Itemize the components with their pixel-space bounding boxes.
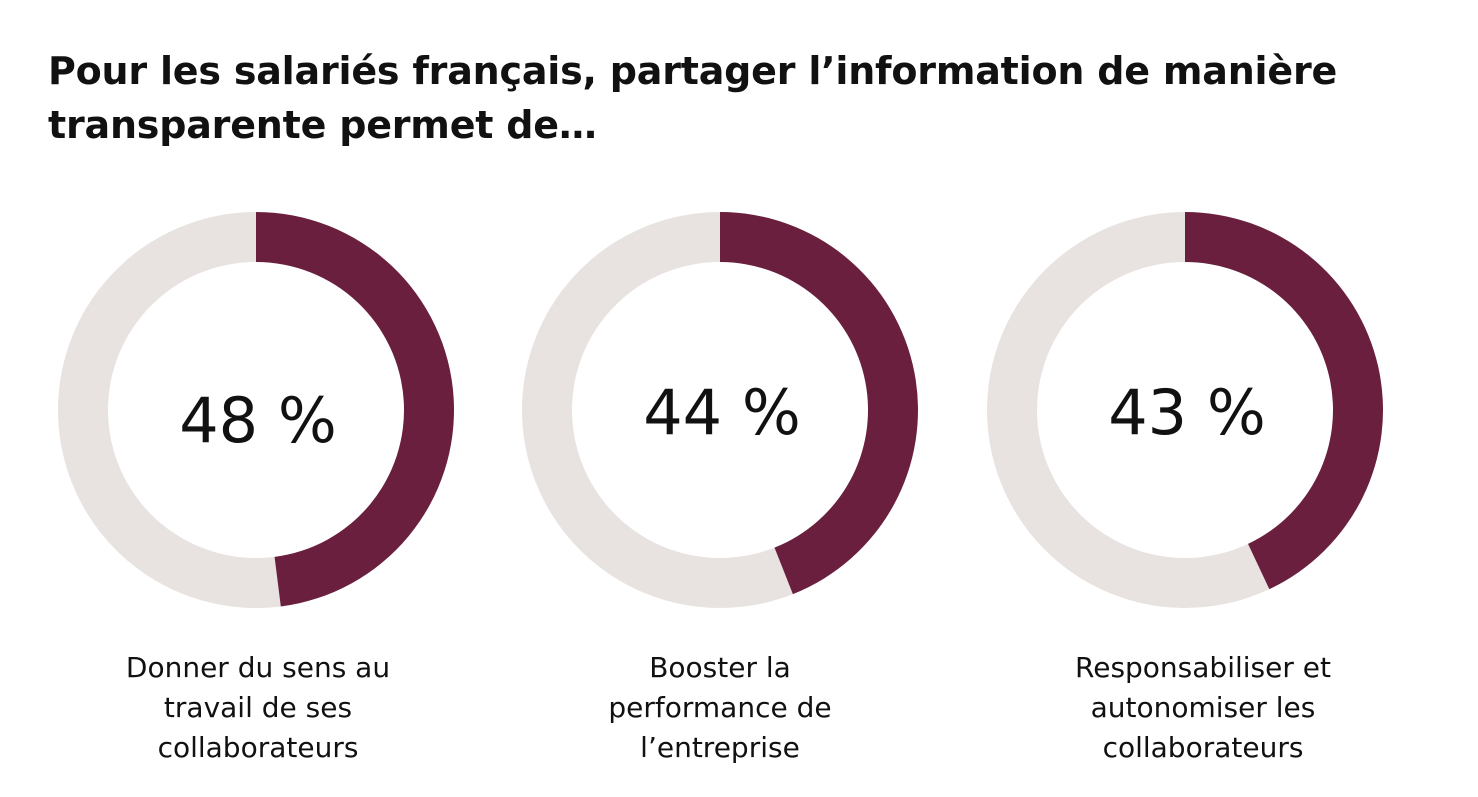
chart-title: Pour les salariés français, partager l’i… xyxy=(48,49,1338,147)
donut-value-label-2: 44 % xyxy=(643,376,801,449)
donut-value-arc-3 xyxy=(1185,212,1383,590)
donut-caption-3: Responsabiliser et autonomiser les colla… xyxy=(1075,651,1331,764)
donut-track-3 xyxy=(987,211,1270,608)
donut-caption-1: Donner du sens au travail de ses collabo… xyxy=(125,651,391,764)
donut-svg-1: 48 % xyxy=(58,212,455,608)
donut-value-arc-1 xyxy=(256,212,455,607)
donut-track-1 xyxy=(58,212,281,608)
donut-chart-3: 43 % xyxy=(985,210,1385,610)
donut-value-label-3: 43 % xyxy=(1108,376,1266,449)
donut-value-arc-2 xyxy=(720,212,918,595)
donut-svg-3: 43 % xyxy=(987,211,1383,608)
donut-chart-2: 44 % xyxy=(520,210,920,610)
donut-value-label-1: 48 % xyxy=(179,384,337,457)
donut-chart-1: 48 % xyxy=(56,210,456,610)
donut-caption-2: Booster la performance de l’entreprise xyxy=(608,651,832,764)
donut-track-2 xyxy=(522,212,793,608)
donut-svg-2: 44 % xyxy=(522,212,918,608)
